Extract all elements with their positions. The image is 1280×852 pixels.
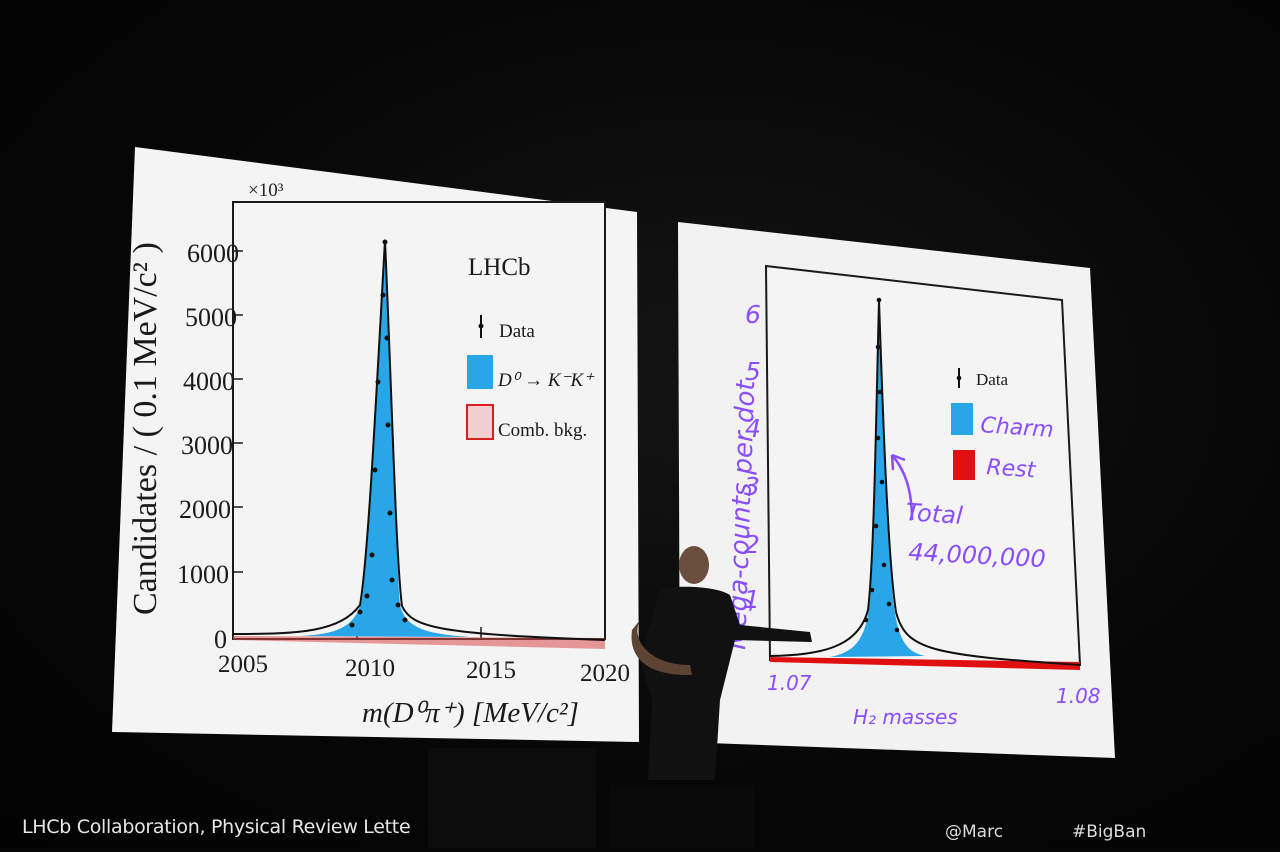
left-x-tick: 2005 <box>218 651 268 678</box>
right-legend-data: Data <box>976 370 1009 389</box>
right-legend-background-swatch <box>953 450 975 480</box>
left-background-fill <box>233 636 605 649</box>
right-background-fill <box>770 657 1080 670</box>
left-legend-signal: D⁰ → K⁻K⁺ <box>497 370 595 391</box>
right-x-tick-right: 1.08 <box>1056 684 1101 708</box>
left-y-tick: 6000 <box>187 239 239 268</box>
left-y-tick: 4000 <box>183 367 235 396</box>
left-signal-peak <box>300 240 470 637</box>
left-plot-frame <box>232 201 606 640</box>
left-multiplier: ×10³ <box>248 180 284 201</box>
presenter-silhouette <box>428 546 812 848</box>
right-x-tick-left: 1.07 <box>767 671 812 695</box>
left-y-tick: 1000 <box>177 560 229 589</box>
left-x-tick: 2010 <box>345 655 395 682</box>
annotation-line1: Total <box>905 498 964 530</box>
right-data-points <box>863 297 900 633</box>
right-y-tick: 3 <box>744 472 760 501</box>
right-x-label: H₂ masses <box>853 705 958 729</box>
left-y-tick: 3000 <box>181 431 233 460</box>
left-legend-signal-swatch <box>467 355 493 389</box>
right-legend-signal: Charm <box>980 413 1055 443</box>
right-legend-signal-swatch <box>951 403 973 435</box>
left-x-tick: 2015 <box>466 657 516 684</box>
left-x-tick: 2020 <box>580 660 630 687</box>
left-data-points <box>349 239 408 628</box>
left-y-tick: 0 <box>214 625 227 654</box>
left-y-tick: 5000 <box>185 303 237 332</box>
caption-credit: LHCb Collaboration, Physical Review Lett… <box>22 816 411 838</box>
left-y-label: Candidates / ( 0.1 MeV/c² ) <box>127 242 164 615</box>
left-legend-background: Comb. bkg. <box>498 420 587 441</box>
right-legend-background: Rest <box>986 455 1038 483</box>
right-y-tick: 6 <box>745 300 761 329</box>
caption-hashtag: #BigBangAB <box>1072 822 1147 842</box>
right-y-tick: 4 <box>745 414 761 443</box>
left-legend-data: Data <box>499 321 535 342</box>
left-y-tick: 2000 <box>179 495 231 524</box>
left-slide: ×10³ Candidates / ( 0.1 MeV/c² ) 0 1000 … <box>112 147 639 742</box>
left-legend-background-swatch <box>466 404 494 440</box>
left-x-label: m(D⁰π⁺) [MeV/c²] <box>362 697 579 729</box>
right-slide: Mega-counts per dot 1 2 3 4 5 6 1.07 1.0… <box>678 222 1115 758</box>
right-signal-peak <box>830 300 925 657</box>
left-experiment-label: LHCb <box>468 254 531 281</box>
annotation-arrow-icon <box>890 453 914 521</box>
caption-handle: @Marc <box>945 822 1004 842</box>
right-y-tick: 5 <box>745 357 761 386</box>
right-y-tick: 2 <box>744 530 760 559</box>
right-y-tick: 1 <box>744 585 760 614</box>
